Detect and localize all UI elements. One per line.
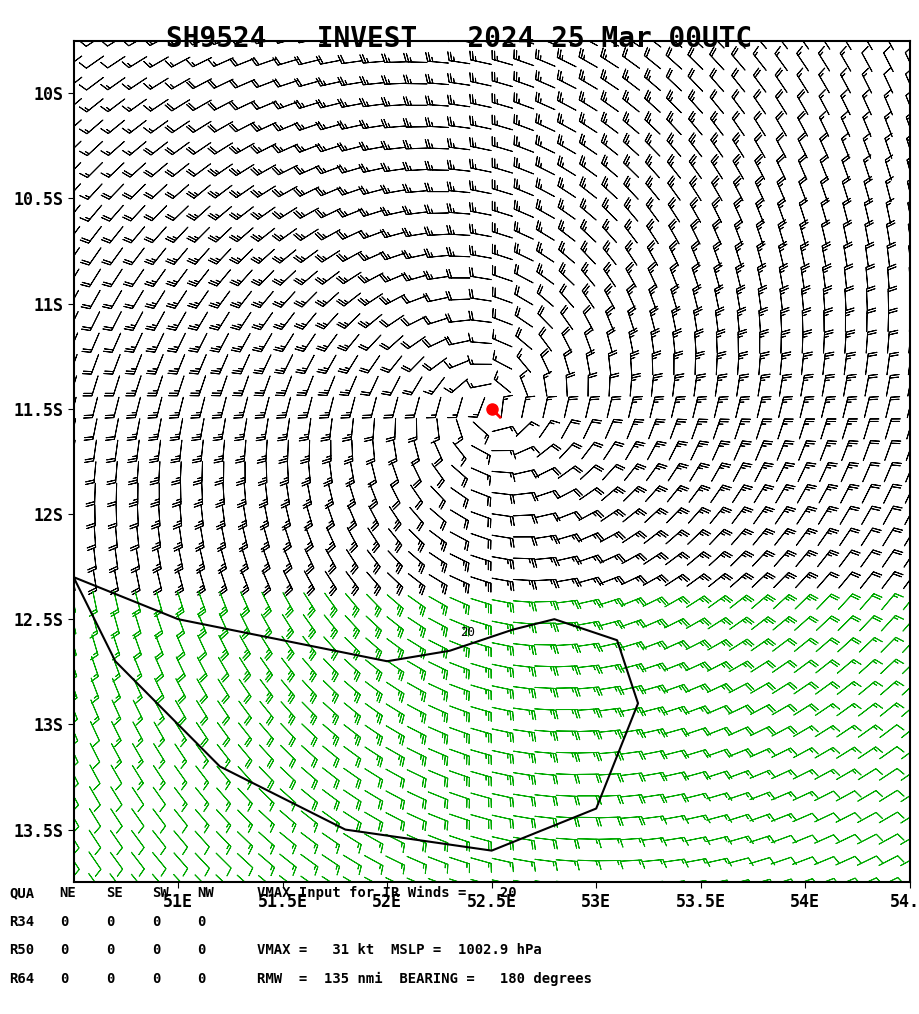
Text: 0: 0 xyxy=(198,971,206,986)
Text: VMAX =   31 kt  MSLP =  1002.9 hPa: VMAX = 31 kt MSLP = 1002.9 hPa xyxy=(257,943,542,957)
Text: R34: R34 xyxy=(9,915,34,929)
Text: R64: R64 xyxy=(9,971,34,986)
Text: 0: 0 xyxy=(152,943,160,957)
Text: 0: 0 xyxy=(60,915,68,929)
Text: SE: SE xyxy=(106,886,122,900)
Text: R50: R50 xyxy=(9,943,34,957)
Text: 0: 0 xyxy=(198,915,206,929)
Text: RMW  =  135 nmi  BEARING =   180 degrees: RMW = 135 nmi BEARING = 180 degrees xyxy=(257,971,593,986)
Text: SW: SW xyxy=(152,886,168,900)
Text: 0: 0 xyxy=(60,971,68,986)
Text: 20: 20 xyxy=(460,626,475,639)
Text: SH9524   INVEST   2024 25 Mar 00UTC: SH9524 INVEST 2024 25 Mar 00UTC xyxy=(166,25,753,54)
Text: VMAX Input for IR Winds =    20: VMAX Input for IR Winds = 20 xyxy=(257,886,517,900)
Text: 0: 0 xyxy=(106,943,114,957)
Text: 0: 0 xyxy=(152,915,160,929)
Text: 0: 0 xyxy=(106,915,114,929)
Text: NW: NW xyxy=(198,886,214,900)
Text: 0: 0 xyxy=(60,943,68,957)
Text: QUA: QUA xyxy=(9,886,34,900)
Text: 0: 0 xyxy=(106,971,114,986)
Text: 0: 0 xyxy=(152,971,160,986)
Text: 0: 0 xyxy=(198,943,206,957)
Text: NE: NE xyxy=(60,886,76,900)
